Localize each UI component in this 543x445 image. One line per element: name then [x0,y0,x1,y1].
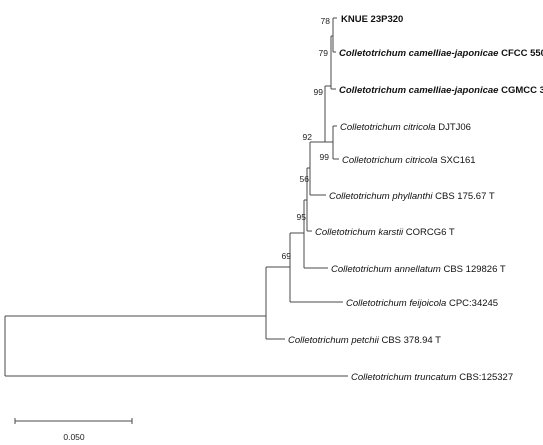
support-value: 78 [321,16,331,26]
taxon-strain: CBS:125327 [457,372,514,383]
support-value: 69 [282,251,292,261]
support-values: 78 79 99 99 92 56 95 69 [282,16,331,261]
taxon-species: Colletotrichum annellatum [331,264,441,275]
taxon-label: Colletotrichum camelliae-japonicae CGMCC… [339,85,543,96]
taxon-species: Colletotrichum citricola [342,155,438,166]
taxon-label: Colletotrichum phyllanthi CBS 175.67 T [329,191,495,202]
taxon-strain: CBS 129826 T [441,264,506,275]
taxon-strain: DJTJ06 [436,122,471,133]
taxon-species: Colletotrichum truncatum [351,372,457,383]
support-value: 95 [297,212,307,222]
tree-branches [4,17,348,377]
taxon-label: Colletotrichum karstii CORCG6 T [315,227,455,238]
taxon-labels: KNUE 23P320 Colletotrichum camelliae-jap… [288,14,543,383]
taxon-strain: CGMCC 3.18118 T [498,85,543,96]
taxon-species: Colletotrichum citricola [340,122,436,133]
taxon-label: Colletotrichum camelliae-japonicae CFCC … [339,48,543,59]
taxon-species: Colletotrichum petchii [288,335,380,346]
scale-bar-label: 0.050 [63,432,85,442]
taxon-label: KNUE 23P320 [341,14,403,25]
taxon-species: Colletotrichum karstii [315,227,404,238]
support-value: 79 [319,48,329,58]
support-value: 92 [303,132,313,142]
support-value: 99 [320,152,330,162]
taxon-strain: CORCG6 T [403,227,455,238]
taxon-label: Colletotrichum petchii CBS 378.94 T [288,335,441,346]
support-value: 99 [314,87,324,97]
taxon-label: Colletotrichum truncatum CBS:125327 [351,372,513,383]
taxon-label: Colletotrichum citricola DJTJ06 [340,122,471,133]
taxon-species: Colletotrichum feijoicola [346,298,446,309]
taxon-strain: CBS 175.67 T [433,191,495,202]
taxon-species: Colletotrichum phyllanthi [329,191,433,202]
support-value: 56 [300,174,310,184]
taxon-species: Colletotrichum camelliae-japonicae [339,85,499,96]
taxon-strain: KNUE 23P320 [341,14,403,25]
scale-bar: 0.050 [14,418,133,442]
taxon-species: Colletotrichum camelliae-japonicae [339,48,499,59]
taxon-label: Colletotrichum feijoicola CPC:34245 [346,298,498,309]
taxon-label: Colletotrichum citricola SXC161 [342,155,476,166]
taxon-strain: CPC:34245 [446,298,498,309]
taxon-strain: SXC161 [438,155,476,166]
taxon-strain: CBS 378.94 T [379,335,441,346]
taxon-strain: CFCC 55086 [498,48,543,59]
taxon-label: Colletotrichum annellatum CBS 129826 T [331,264,506,275]
